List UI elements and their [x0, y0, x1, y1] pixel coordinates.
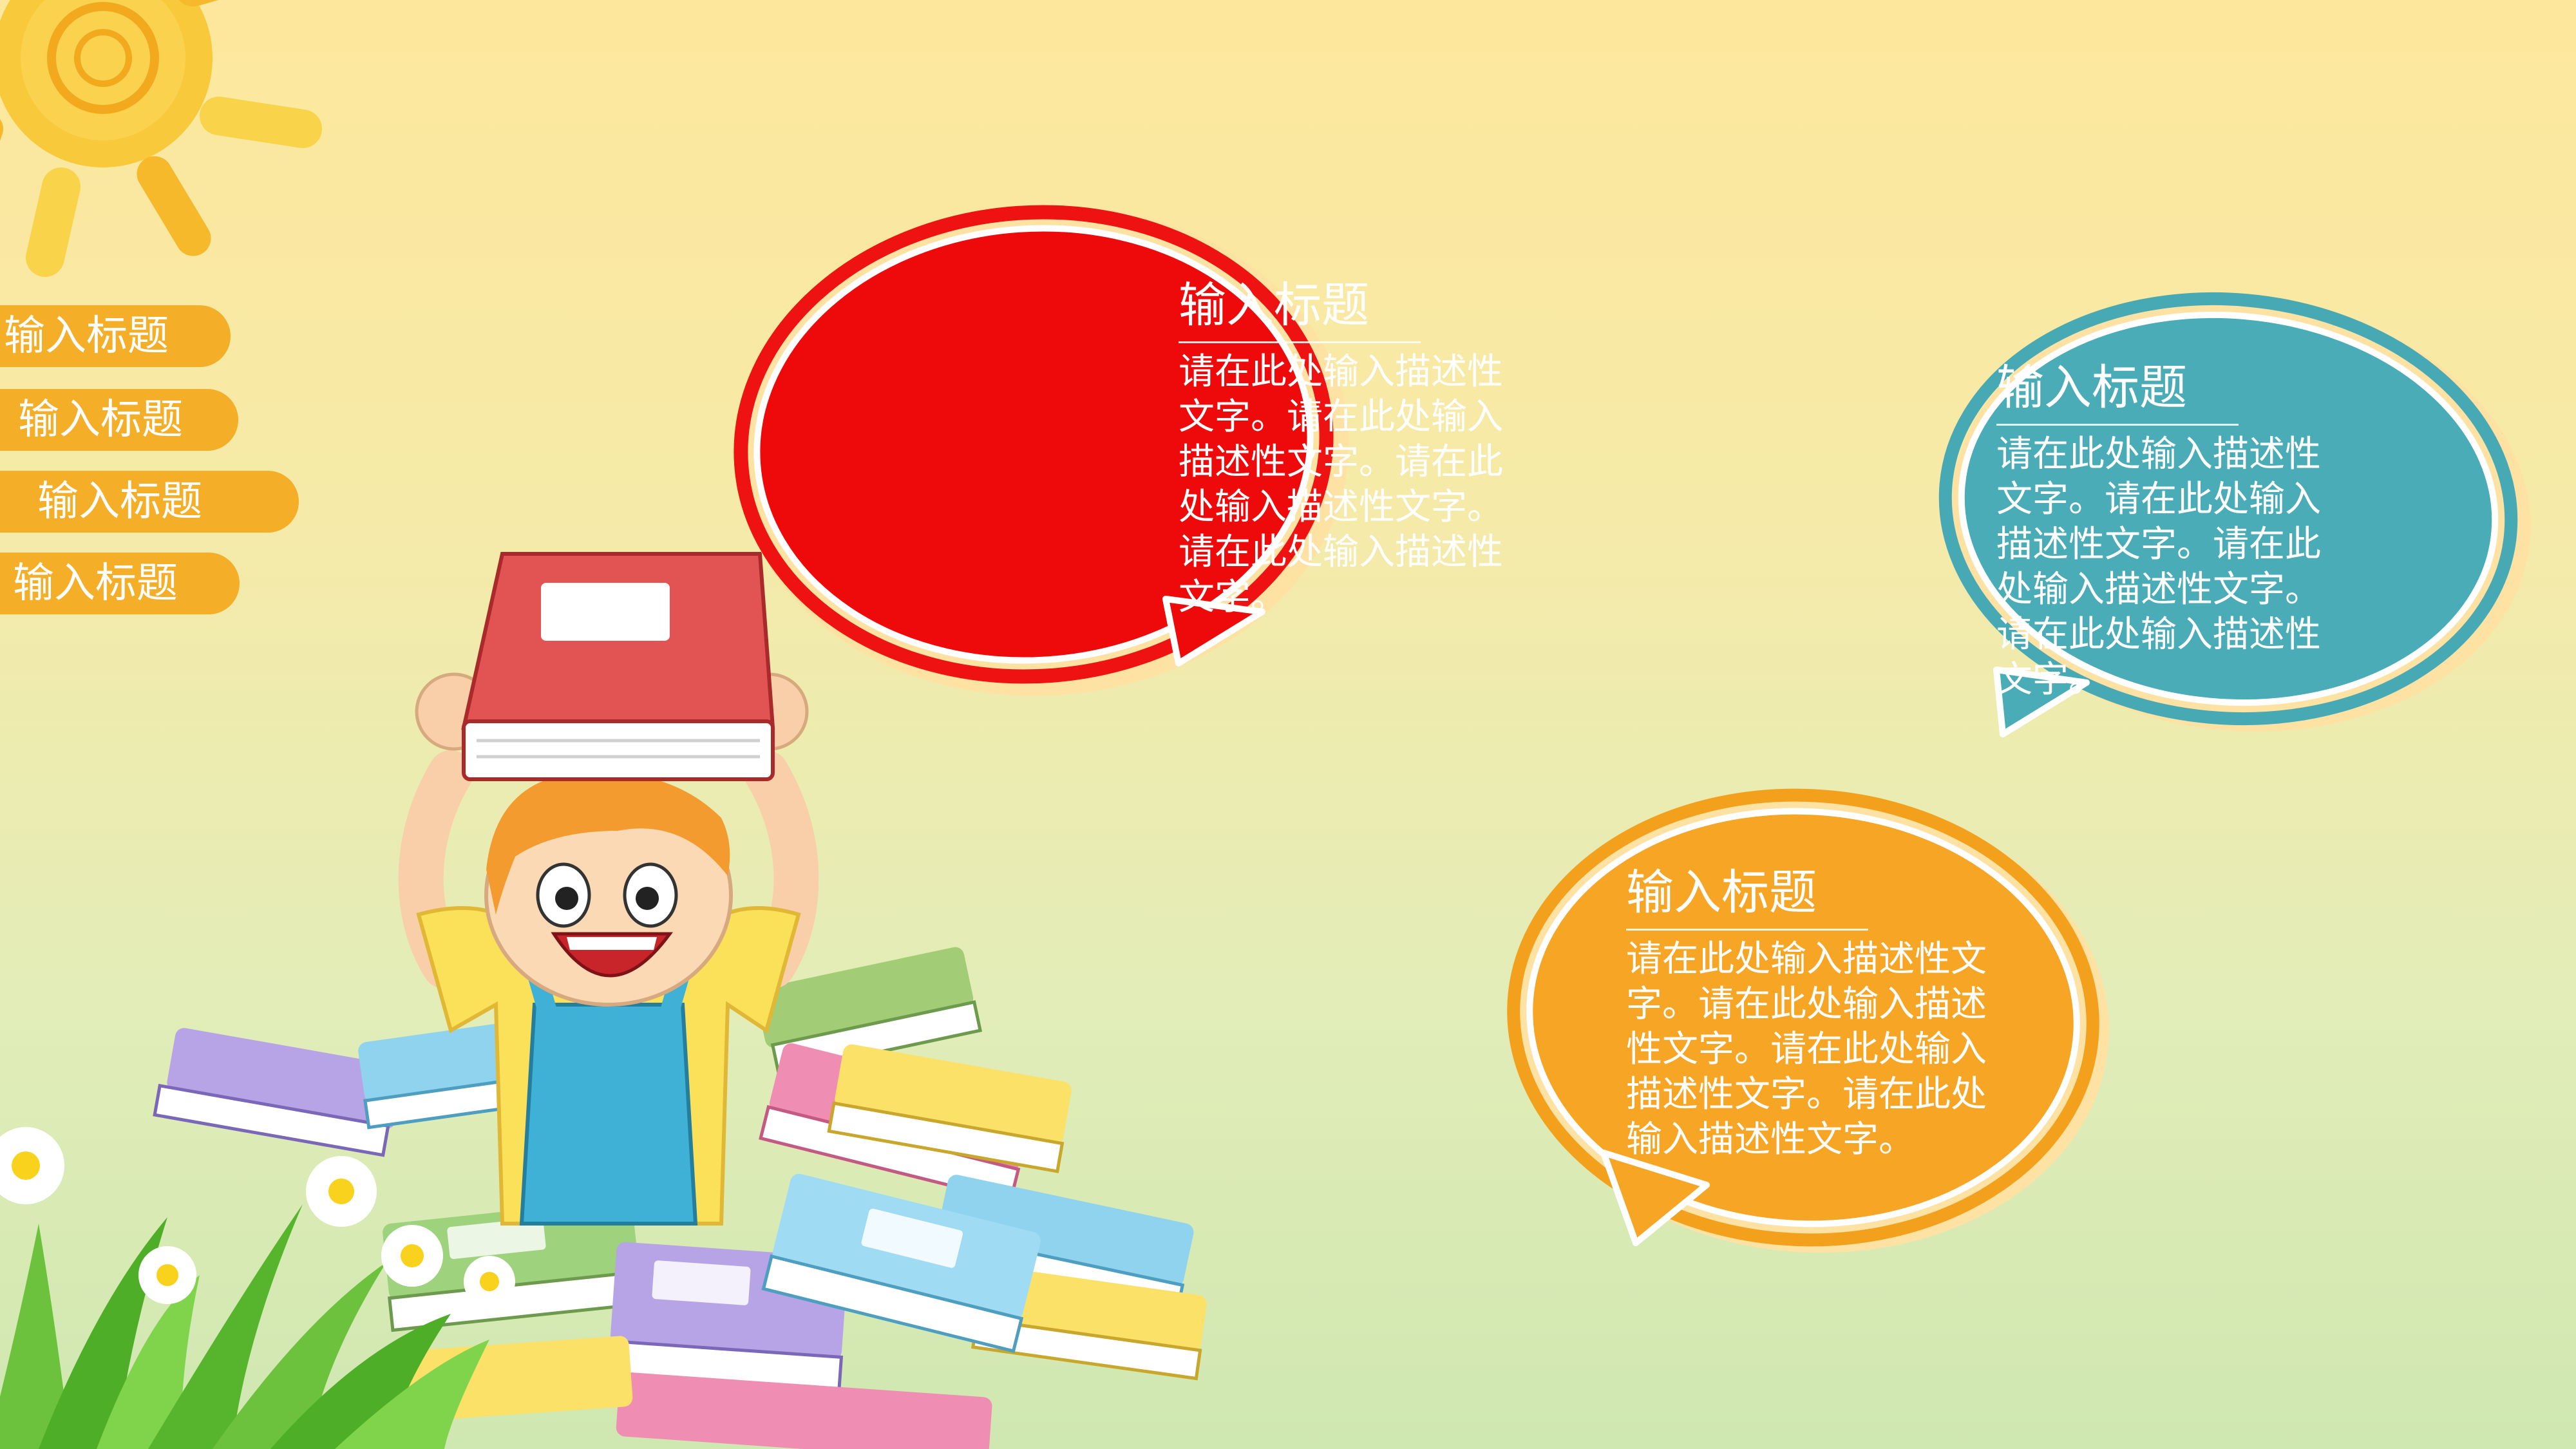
- book-pile-illustration: [153, 947, 1207, 1449]
- flower-icon: [0, 1127, 515, 1307]
- orange-bubble-title: 输入标题: [1626, 863, 1868, 931]
- side-tab-label: 输入标题: [37, 478, 202, 526]
- boy-illustration: [398, 552, 819, 1226]
- side-tab-4[interactable]: 输入标题: [0, 553, 240, 614]
- orange-bubble-body: 请在此处输入描述性文字。请在此处输入描述性文字。请在此处输入描述性文字。请在此处…: [1626, 938, 1987, 1160]
- teal-bubble-title: 输入标题: [1996, 358, 2239, 426]
- orange-speech-bubble: [1507, 788, 2109, 1253]
- side-tab-label: 输入标题: [13, 560, 178, 607]
- side-tab-3[interactable]: 输入标题: [0, 471, 299, 533]
- side-tab-2[interactable]: 输入标题: [0, 389, 238, 451]
- red-bubble-content: 输入标题 请在此处输入描述性文字。请在此处输入描述性文字。请在此处输入描述性文字…: [1179, 276, 1526, 620]
- side-tab-label: 输入标题: [18, 396, 183, 444]
- teal-bubble-content: 输入标题 请在此处输入描述性文字。请在此处输入描述性文字。请在此处输入描述性文字…: [1996, 358, 2344, 703]
- sun-icon: [0, 0, 322, 277]
- red-bubble-body: 请在此处输入描述性文字。请在此处输入描述性文字。请在此处输入描述性文字。请在此处…: [1179, 351, 1503, 618]
- teal-bubble-body: 请在此处输入描述性文字。请在此处输入描述性文字。请在此处输入描述性文字。请在此处…: [1996, 433, 2321, 701]
- teal-speech-bubble: [1938, 292, 2531, 737]
- orange-bubble-content: 输入标题 请在此处输入描述性文字。请在此处输入描述性文字。请在此处输入描述性文字…: [1626, 863, 2006, 1162]
- grass-illustration: [0, 1204, 489, 1449]
- side-tab-label: 输入标题: [4, 312, 169, 360]
- red-speech-bubble: [734, 205, 1349, 696]
- side-tab-1[interactable]: 输入标题: [0, 305, 231, 367]
- red-book-icon: [461, 552, 775, 781]
- red-bubble-title: 输入标题: [1179, 276, 1421, 343]
